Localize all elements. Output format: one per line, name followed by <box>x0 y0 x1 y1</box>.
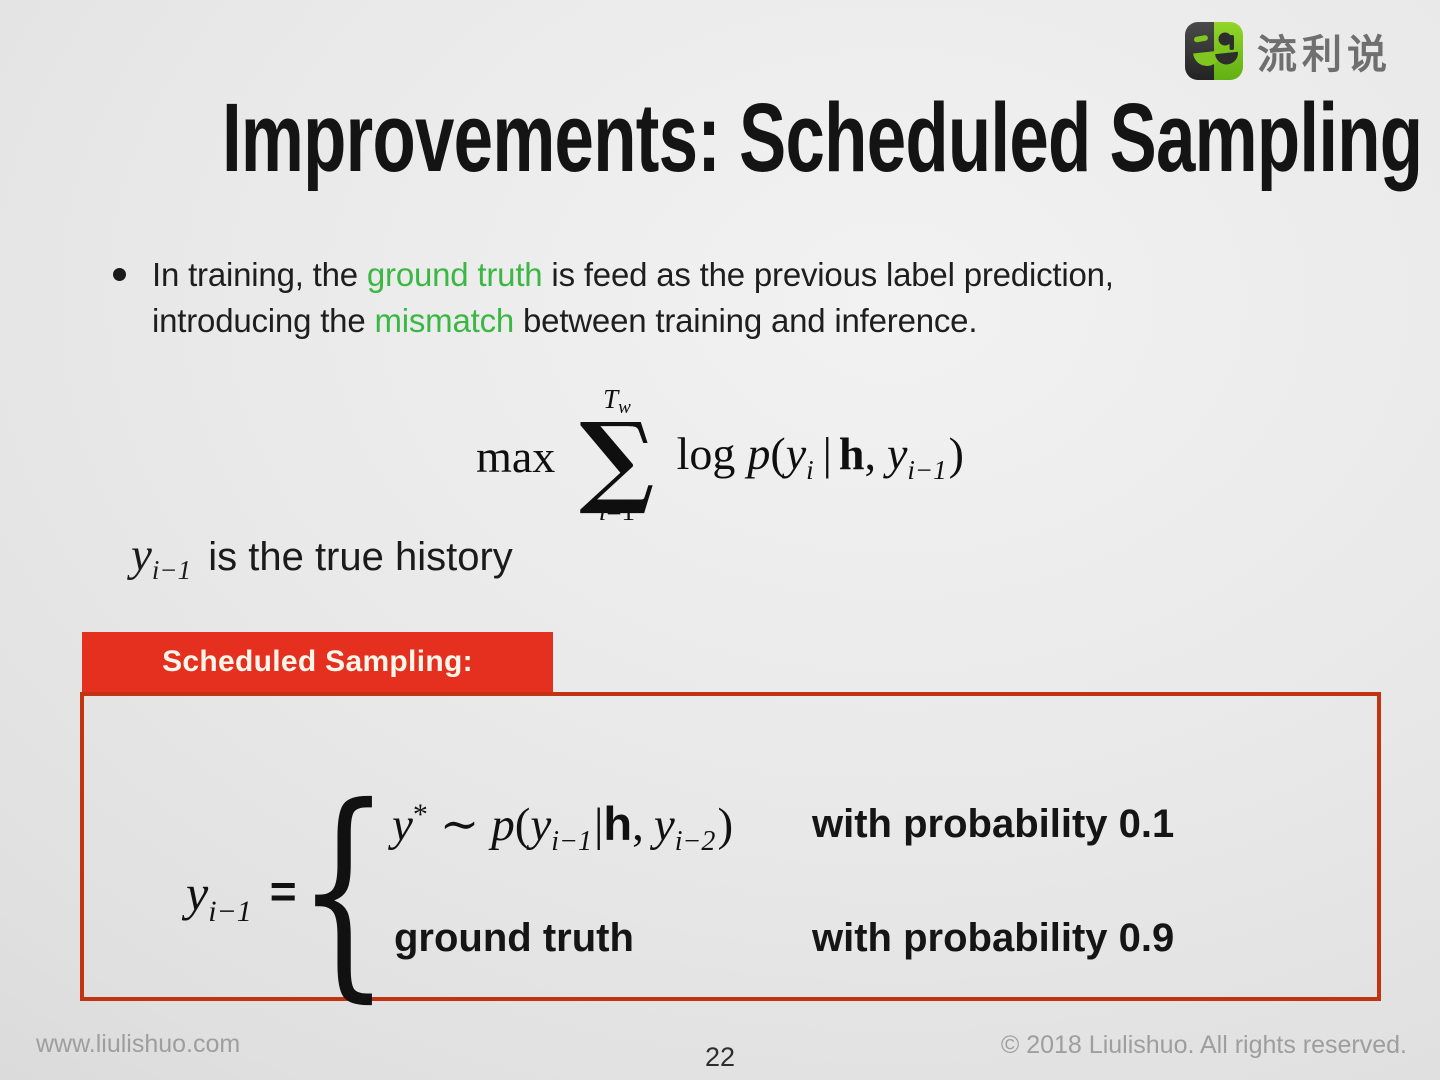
curly-brace: { <box>297 778 391 1005</box>
max-operator: max <box>476 430 556 482</box>
subscript-i-minus-1: i−1 <box>551 826 592 857</box>
case-left-hand-side: yi−1 = <box>186 864 297 929</box>
probability-row-2: with probability 0.9 <box>812 916 1175 960</box>
scheduled-sampling-box: yi−1 = { y* ∼ p(yi−1|h, yi−2) ground truth w… <box>80 692 1381 1005</box>
subscript-i-minus-1: i−1 <box>907 454 947 485</box>
log-operator: log <box>676 427 736 479</box>
summation-upper-limit: Tw <box>603 386 631 421</box>
var-w: w <box>618 397 631 418</box>
subscript-i: i <box>806 454 814 485</box>
bullet-icon <box>113 268 126 281</box>
logo-text: 流利说 <box>1257 33 1392 77</box>
bullet-text-segment: is feed as the previous label prediction… <box>542 256 1114 293</box>
left-paren: ( <box>514 799 531 851</box>
summation-symbol: ∑ <box>579 400 655 518</box>
right-paren: ) <box>948 427 964 479</box>
bullet-text-segment: introducing the <box>152 302 375 339</box>
star-superscript: * <box>412 798 428 831</box>
equals-one: =1 <box>606 496 636 526</box>
var-y: y <box>392 799 413 851</box>
scheduled-sampling-label-text: Scheduled Sampling: <box>162 645 473 678</box>
objective-formula: max Tw ∑ i=1 log p(yi | h, yi−1) <box>0 386 1440 526</box>
conditional-bar: | <box>822 427 832 479</box>
var-i: i <box>598 496 607 526</box>
bullet-text-segment: In training, the <box>152 256 367 293</box>
footer-page-number: 22 <box>704 1042 736 1072</box>
bullet-line-2: introducing the mismatch between trainin… <box>152 298 1114 344</box>
page-title-text: Improvements: Scheduled Sampling <box>221 83 1423 192</box>
subscript-i-minus-1: i−1 <box>208 895 252 928</box>
var-y: y <box>886 427 908 479</box>
var-h-bold: h <box>603 797 633 850</box>
scheduled-sampling-label: Scheduled Sampling: <box>82 632 553 692</box>
case-row-1-formula: y* ∼ p(yi−1|h, yi−2) <box>392 796 733 858</box>
summation-lower-limit: i=1 <box>599 497 635 526</box>
log-probability-expression: log p(yi | h, yi−1) <box>677 427 964 486</box>
summation: Tw ∑ i=1 <box>579 386 654 526</box>
subscript-i-minus-1: i−1 <box>151 555 192 585</box>
page-title: Improvements: Scheduled Sampling <box>0 82 1440 194</box>
var-y: y <box>785 427 807 479</box>
history-note: yi−1 is the true history <box>131 528 513 586</box>
subscript-i-minus-2: i−2 <box>674 826 716 857</box>
highlight-ground-truth: ground truth <box>366 256 543 293</box>
equals-sign: = <box>269 865 297 917</box>
bullet-text-segment: between training and inference. <box>514 302 978 339</box>
footer-copyright: © 2018 Liulishuo. All rights reserved. <box>1000 1031 1407 1059</box>
history-note-text: is the true history <box>197 535 513 579</box>
bullet-text: In training, the ground truth is feed as… <box>152 252 1114 344</box>
footer-website: www.liulishuo.com <box>36 1030 241 1058</box>
conditional-bar: | <box>593 799 604 851</box>
bullet-line-1: In training, the ground truth is feed as… <box>152 252 1114 298</box>
comma: , <box>632 799 644 851</box>
tilde-operator: ∼ <box>439 799 480 851</box>
var-p: p <box>491 799 515 851</box>
var-h-bold: h <box>838 427 865 479</box>
left-paren: ( <box>770 427 786 479</box>
right-paren: ) <box>717 799 734 851</box>
comma: , <box>864 427 876 479</box>
var-y: y <box>653 799 675 851</box>
liulishuo-logo-icon <box>1185 22 1243 80</box>
var-y: y <box>186 865 209 921</box>
case-row-2-ground-truth: ground truth <box>394 916 634 960</box>
var-p: p <box>747 427 771 479</box>
var-y: y <box>530 799 552 851</box>
liulishuo-logo: 流利说 <box>1185 22 1392 80</box>
var-y: y <box>131 529 152 581</box>
curly-brace-glyph: { <box>297 759 391 1024</box>
probability-row-1: with probability 0.1 <box>812 802 1175 846</box>
highlight-mismatch: mismatch <box>374 302 515 339</box>
bullet-item: In training, the ground truth is feed as… <box>113 252 1114 344</box>
var-T: T <box>603 384 619 414</box>
